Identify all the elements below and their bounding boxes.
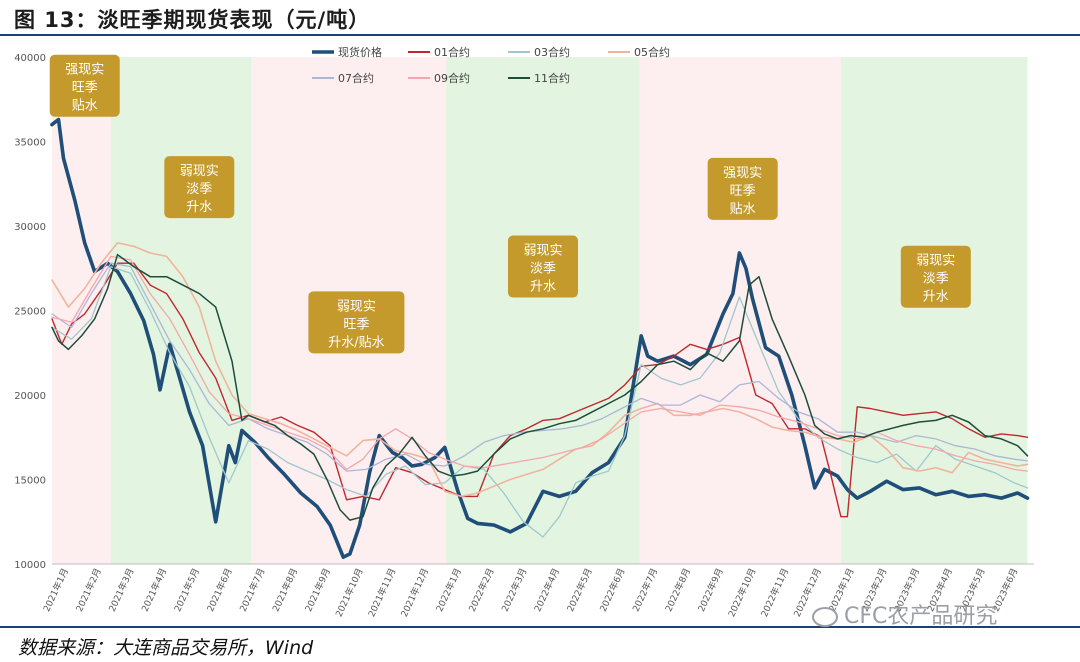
legend-label: 07合约 (338, 71, 374, 85)
x-tick-label: 2022年5月 (564, 566, 595, 613)
y-tick-label: 20000 (14, 391, 46, 402)
annotation-box-3 (308, 291, 405, 354)
annotation-text: 弱现实 (916, 254, 955, 269)
legend-label: 现货价格 (338, 45, 382, 59)
x-tick-label: 2021年11月 (365, 566, 398, 619)
y-tick-label: 25000 (14, 307, 46, 318)
x-tick-label: 2021年3月 (106, 566, 137, 613)
band-2 (110, 57, 252, 564)
annotation-text: 弱现实 (523, 244, 562, 259)
annotation-text: 淡季 (530, 262, 556, 277)
annotation-text: 弱现实 (337, 299, 376, 314)
wechat-icon (812, 607, 838, 627)
watermark-text: CFC农产品研究 (844, 604, 998, 629)
legend-label: 05合约 (634, 45, 670, 59)
band-6 (840, 57, 1028, 564)
annotation-text: 旺季 (72, 81, 98, 96)
y-tick-label: 30000 (14, 222, 46, 233)
y-tick-label: 10000 (14, 560, 46, 571)
x-tick-label: 2022年8月 (662, 566, 693, 613)
x-tick-label: 2021年1月 (40, 566, 71, 613)
legend-label: 03合约 (534, 45, 570, 59)
x-tick-label: 2021年8月 (270, 566, 301, 613)
annotation-text: 升水 (186, 200, 212, 215)
x-tick-label: 2021年9月 (302, 566, 333, 613)
title-rule (0, 34, 1080, 36)
annotation-text: 贴水 (72, 99, 98, 114)
x-tick-label: 2021年12月 (398, 566, 431, 619)
annotation-text: 升水 (923, 290, 949, 305)
annotation-text: 贴水 (730, 202, 756, 217)
x-tick-label: 2021年7月 (237, 566, 268, 613)
x-tick-label: 2022年7月 (630, 566, 661, 613)
x-tick-label: 2022年11月 (758, 566, 791, 619)
x-tick-label: 2021年5月 (171, 566, 202, 613)
x-tick-label: 2021年4月 (139, 566, 170, 613)
annotation-text: 弱现实 (180, 164, 219, 179)
annotation-text: 升水/贴水 (328, 335, 384, 350)
annotation-box-5 (707, 157, 778, 220)
annotation-text: 强现实 (723, 166, 762, 181)
legend-label: 09合约 (434, 71, 470, 85)
annotation-text: 强现实 (65, 63, 104, 78)
x-tick-label: 2022年2月 (466, 566, 497, 613)
band-4 (446, 57, 640, 564)
source-note: 数据来源：大连商品交易所，Wind (18, 637, 314, 659)
annotation-box-4 (508, 235, 578, 298)
annotation-text: 淡季 (923, 272, 949, 287)
x-tick-label: 2021年6月 (204, 566, 235, 613)
annotation-box-6 (900, 245, 971, 308)
x-tick-label: 2021年10月 (333, 566, 366, 619)
annotation-box-2 (164, 156, 235, 219)
chart-title: 图 13：淡旺季期现货表现（元/吨） (14, 8, 371, 32)
annotation-text: 淡季 (186, 182, 212, 197)
annotation-text: 旺季 (343, 317, 369, 332)
series-line-5 (51, 262, 1029, 472)
series-line-7 (51, 253, 1029, 521)
source-rule (0, 626, 1080, 628)
y-tick-label: 35000 (14, 138, 46, 149)
band-5 (639, 57, 841, 564)
annotation-text: 升水 (530, 280, 556, 295)
x-tick-label: 2022年9月 (695, 566, 726, 613)
annotation-text: 旺季 (730, 184, 756, 199)
x-tick-label: 2022年10月 (725, 566, 758, 619)
series-line-3 (51, 265, 1029, 538)
x-tick-label: 2021年2月 (73, 566, 104, 613)
legend-label: 01合约 (434, 45, 470, 59)
x-tick-label: 2022年6月 (597, 566, 628, 613)
y-tick-label: 40000 (14, 53, 46, 64)
x-tick-label: 2022年3月 (499, 566, 530, 613)
watermark: CFC农产品研究 (812, 598, 997, 630)
series-line-1 (50, 117, 1030, 559)
x-tick-label: 2022年1月 (433, 566, 464, 613)
series-line-2 (51, 262, 1029, 518)
x-tick-label: 2022年4月 (531, 566, 562, 613)
legend-label: 11合约 (534, 71, 570, 85)
annotation-box-1 (49, 54, 120, 117)
y-tick-label: 15000 (14, 476, 46, 487)
